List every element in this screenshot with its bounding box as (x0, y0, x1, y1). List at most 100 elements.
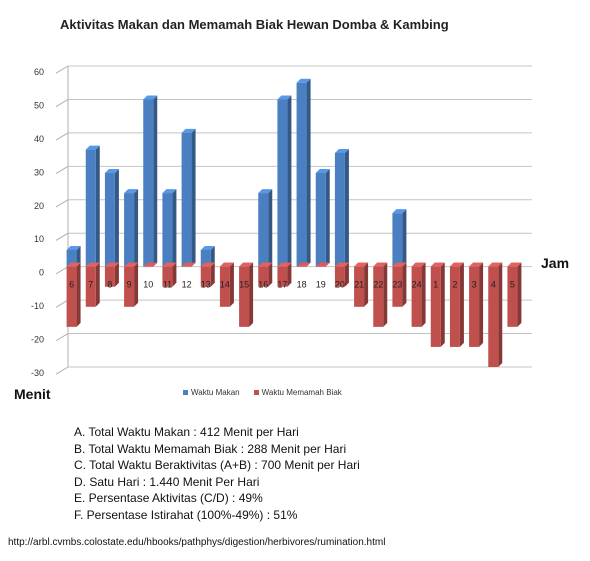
bar-waktu-memamah-biak (373, 266, 384, 327)
bar-top (507, 262, 522, 267)
x-tick-label: 12 (182, 280, 192, 290)
bar-side (325, 169, 330, 267)
bar-side (402, 209, 407, 267)
bar-side (210, 245, 215, 267)
bar-top (200, 245, 215, 250)
x-tick-label: 3 (472, 280, 477, 290)
legend-swatch-waktu-makan (183, 390, 188, 395)
bar-top (469, 262, 484, 267)
bar-top (354, 262, 369, 267)
gridline-depth (55, 99, 69, 108)
bar-waktu-makan (392, 213, 403, 267)
y-tick-label: 0 (39, 268, 44, 278)
x-tick-label: 14 (220, 280, 230, 290)
y-tick-label: 60 (34, 67, 44, 77)
x-tick-label: 1 (433, 280, 438, 290)
bar-side (421, 262, 426, 327)
note-a: A. Total Waktu Makan : 412 Menit per Har… (74, 425, 299, 439)
bar-waktu-memamah-biak (334, 266, 345, 287)
bar-top (258, 189, 273, 194)
bar-side (95, 145, 100, 267)
x-tick-label: 19 (316, 280, 326, 290)
x-tick-label: 8 (107, 280, 112, 290)
bar-side (95, 262, 100, 307)
bar-top (104, 262, 119, 267)
bar-top (181, 128, 196, 133)
bar-side (114, 169, 119, 267)
y-tick-label: -30 (31, 368, 44, 378)
bar-waktu-memamah-biak (488, 266, 499, 367)
legend-label-waktu-makan: Waktu Makan (191, 388, 240, 397)
x-tick-label: 22 (373, 280, 383, 290)
y-tick-label: 20 (34, 201, 44, 211)
x-tick-label: 23 (392, 280, 402, 290)
bar-top (334, 148, 349, 153)
bar-side (344, 262, 349, 287)
bar-side (210, 262, 215, 287)
bar-side (517, 262, 522, 327)
bar-waktu-makan (104, 173, 115, 267)
bar-side (76, 245, 81, 267)
bar-side (76, 262, 81, 327)
bar-waktu-memamah-biak (411, 266, 422, 327)
bar-top (85, 145, 100, 150)
bar-top (334, 262, 349, 267)
bar-top (296, 78, 311, 83)
bar-side (134, 189, 139, 267)
y-tick-label: 40 (34, 134, 44, 144)
bar-side (229, 262, 234, 307)
bar-waktu-makan (85, 149, 96, 267)
bar-waktu-makan (277, 99, 288, 267)
y-tick-label: 10 (34, 234, 44, 244)
x-tick-label: 9 (127, 280, 132, 290)
bar-waktu-memamah-biak (219, 266, 230, 307)
bar-waktu-makan (162, 193, 173, 267)
bar-waktu-memamah-biak (449, 266, 460, 347)
bar-waktu-memamah-biak (162, 266, 173, 287)
legend: Waktu Makan Waktu Memamah Biak (183, 388, 342, 397)
bar-waktu-makan (124, 193, 135, 267)
summary-notes: A. Total Waktu Makan : 412 Menit per Har… (74, 424, 360, 523)
bar-top (239, 262, 254, 267)
bar-top (143, 95, 158, 100)
bar-waktu-memamah-biak (507, 266, 518, 327)
bar-waktu-memamah-biak (392, 266, 403, 307)
source-url: http://arbl.cvmbs.colostate.edu/hbooks/p… (8, 537, 386, 548)
bar-waktu-makan (200, 249, 211, 267)
bar-top (200, 262, 215, 267)
legend-item-waktu-makan: Waktu Makan (183, 388, 240, 397)
bar-waktu-memamah-biak (239, 266, 250, 327)
x-tick-label: 5 (510, 280, 515, 290)
bar-cap-zero (296, 262, 311, 267)
bar-top (315, 169, 330, 174)
x-tick-label: 4 (491, 280, 496, 290)
bar-waktu-memamah-biak (469, 266, 480, 347)
bar-side (402, 262, 407, 307)
bar-waktu-makan (258, 193, 269, 267)
bar-top (104, 169, 119, 174)
bar-cap-zero (143, 262, 158, 267)
bar-waktu-memamah-biak (124, 266, 135, 307)
bar-top (124, 262, 139, 267)
bar-top (277, 95, 292, 100)
gridline-depth (55, 266, 69, 275)
bar-cap-zero (315, 262, 330, 267)
bar-waktu-makan (143, 99, 154, 267)
bars (66, 78, 522, 367)
legend-swatch-waktu-memamah-biak (253, 390, 259, 395)
y-tick-label: -20 (31, 335, 44, 345)
bar-top (392, 262, 407, 267)
bar-side (268, 189, 273, 267)
gridline-depth (55, 232, 69, 241)
bar-side (153, 95, 158, 267)
bar-waktu-memamah-biak (277, 266, 288, 287)
bar-top (430, 262, 445, 267)
legend-label-waktu-memamah-biak: Waktu Memamah Biak (261, 388, 342, 397)
x-tick-label: 6 (69, 280, 74, 290)
bar-side (479, 262, 484, 347)
x-tick-label: 13 (201, 280, 211, 290)
bar-top (449, 262, 464, 267)
x-tick-label: 24 (412, 280, 422, 290)
bar-waktu-makan (315, 173, 326, 267)
